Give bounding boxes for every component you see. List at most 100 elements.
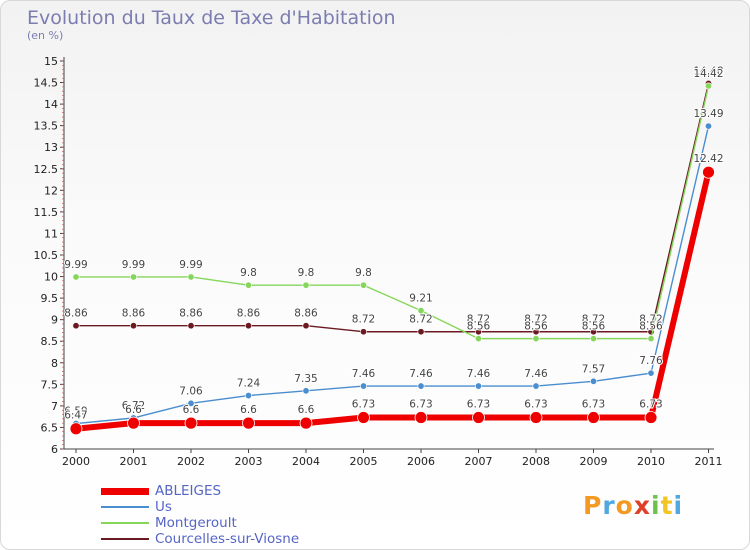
legend-label: Us xyxy=(155,499,172,515)
y-tick-label: 14 xyxy=(44,98,58,111)
data-label-ableiges: 6.73 xyxy=(467,399,490,411)
data-point-montgeroult xyxy=(532,335,540,343)
data-label-courcelles-sur-viosne: 8.86 xyxy=(64,308,88,320)
data-label-courcelles-sur-viosne: 8.86 xyxy=(237,308,261,320)
x-tick-label: 2006 xyxy=(407,455,435,468)
series-line-courcelles-sur-viosne xyxy=(76,83,710,333)
unit-label: (en %) xyxy=(27,29,64,42)
y-tick-label: 12 xyxy=(44,184,58,197)
data-label-courcelles-sur-viosne: 8.72 xyxy=(352,314,375,326)
y-tick-label: 6 xyxy=(51,443,58,456)
legend-label: ABLEIGES xyxy=(155,483,222,499)
x-tick-label: 2003 xyxy=(235,455,263,468)
data-label-us: 7.76 xyxy=(639,355,663,367)
legend-label: Courcelles-sur-Viosne xyxy=(155,531,300,547)
legend-swatch-ableiges xyxy=(101,488,149,495)
data-point-ableiges xyxy=(702,165,715,179)
data-point-montgeroult xyxy=(72,273,80,281)
x-tick-label: 2007 xyxy=(465,455,493,468)
y-tick-label: 7.5 xyxy=(41,378,59,391)
data-point-montgeroult xyxy=(647,335,655,343)
data-point-us xyxy=(187,399,195,407)
y-tick-label: 8 xyxy=(51,357,58,370)
legend-swatch-us xyxy=(101,506,149,508)
y-tick-label: 13 xyxy=(44,141,58,154)
data-point-montgeroult xyxy=(302,281,310,289)
data-label-us: 7.46 xyxy=(409,368,433,380)
data-point-montgeroult xyxy=(359,281,367,289)
data-label-us: 7.46 xyxy=(352,368,376,380)
data-point-ableiges xyxy=(242,416,255,430)
data-point-courcelles-sur-viosne xyxy=(130,322,138,330)
data-label-montgeroult: 9.8 xyxy=(240,267,257,279)
y-tick-label: 9.5 xyxy=(41,292,59,305)
data-label-courcelles-sur-viosne: 8.72 xyxy=(524,314,547,326)
data-label-ableiges: 6.6 xyxy=(240,404,257,416)
data-point-ableiges xyxy=(357,411,370,424)
data-point-montgeroult xyxy=(187,273,195,281)
data-point-ableiges xyxy=(414,411,428,424)
x-tick-label: 2000 xyxy=(62,455,90,468)
data-label-montgeroult: 8.56 xyxy=(524,321,548,333)
data-point-courcelles-sur-viosne xyxy=(589,328,597,336)
data-point-us xyxy=(532,382,540,390)
data-label-montgeroult: 9.8 xyxy=(355,267,372,279)
data-point-montgeroult xyxy=(704,82,712,90)
data-point-ableiges xyxy=(587,411,600,424)
data-label-us: 7.46 xyxy=(524,368,548,380)
data-label-courcelles-sur-viosne: 8.72 xyxy=(409,314,432,326)
data-label-courcelles-sur-viosne: 8.86 xyxy=(122,308,146,320)
legend-label: Montgeroult xyxy=(155,515,237,531)
data-point-montgeroult xyxy=(474,335,482,343)
data-point-ableiges xyxy=(529,411,543,424)
legend-item-courcelles: Courcelles-sur-Viosne xyxy=(101,531,341,548)
y-tick-label: 11 xyxy=(44,227,58,240)
data-label-montgeroult: 9.99 xyxy=(179,259,202,271)
data-label-montgeroult: 9.99 xyxy=(64,259,87,271)
data-point-courcelles-sur-viosne xyxy=(245,322,253,330)
y-tick-label: 12.5 xyxy=(34,163,59,176)
data-point-us xyxy=(245,392,253,400)
data-point-courcelles-sur-viosne xyxy=(72,322,80,330)
x-tick-label: 2001 xyxy=(120,455,148,468)
y-tick-label: 8.5 xyxy=(41,335,59,348)
data-point-us xyxy=(704,122,712,130)
data-label-us: 7.06 xyxy=(179,385,203,397)
data-point-courcelles-sur-viosne xyxy=(187,322,195,330)
y-tick-label: 11.5 xyxy=(34,206,59,219)
data-label-us: 13.49 xyxy=(693,108,723,120)
data-label-courcelles-sur-viosne: 8.72 xyxy=(582,314,605,326)
data-label-ableiges: 12.42 xyxy=(693,153,723,165)
y-tick-label: 10 xyxy=(44,271,58,284)
x-tick-label: 2009 xyxy=(580,455,608,468)
logo-letter: i xyxy=(673,491,684,520)
y-tick-label: 15 xyxy=(44,55,58,68)
data-label-us: 7.24 xyxy=(237,378,261,390)
x-tick-label: 2011 xyxy=(695,455,723,468)
y-tick-label: 6.5 xyxy=(41,421,59,434)
data-point-montgeroult xyxy=(245,281,253,289)
legend-item-montgeroult: Montgeroult xyxy=(101,515,341,532)
legend-swatch-montgeroult xyxy=(101,522,149,524)
data-label-ableiges: 6.6 xyxy=(298,404,315,416)
logo-letter: P xyxy=(583,491,603,520)
data-point-montgeroult xyxy=(589,335,597,343)
data-point-montgeroult xyxy=(417,307,425,315)
chart-title: Evolution du Taux de Taxe d'Habitation xyxy=(27,7,396,29)
series-line-montgeroult xyxy=(76,85,710,340)
data-point-montgeroult xyxy=(130,273,138,281)
data-point-us xyxy=(302,387,310,395)
data-point-us xyxy=(647,369,655,377)
data-label-ableiges: 6.47 xyxy=(64,410,87,422)
data-point-ableiges xyxy=(472,411,485,424)
data-label-montgeroult: 9.99 xyxy=(122,259,145,271)
data-point-courcelles-sur-viosne xyxy=(302,322,310,330)
y-tick-label: 9 xyxy=(51,314,58,327)
data-label-us: 6.72 xyxy=(122,400,145,412)
logo-letter: r xyxy=(602,491,616,520)
x-tick-label: 2004 xyxy=(292,455,320,468)
data-label-courcelles-sur-viosne: 14.48 xyxy=(693,65,723,77)
x-tick-label: 2005 xyxy=(350,455,378,468)
data-point-us xyxy=(359,382,367,390)
